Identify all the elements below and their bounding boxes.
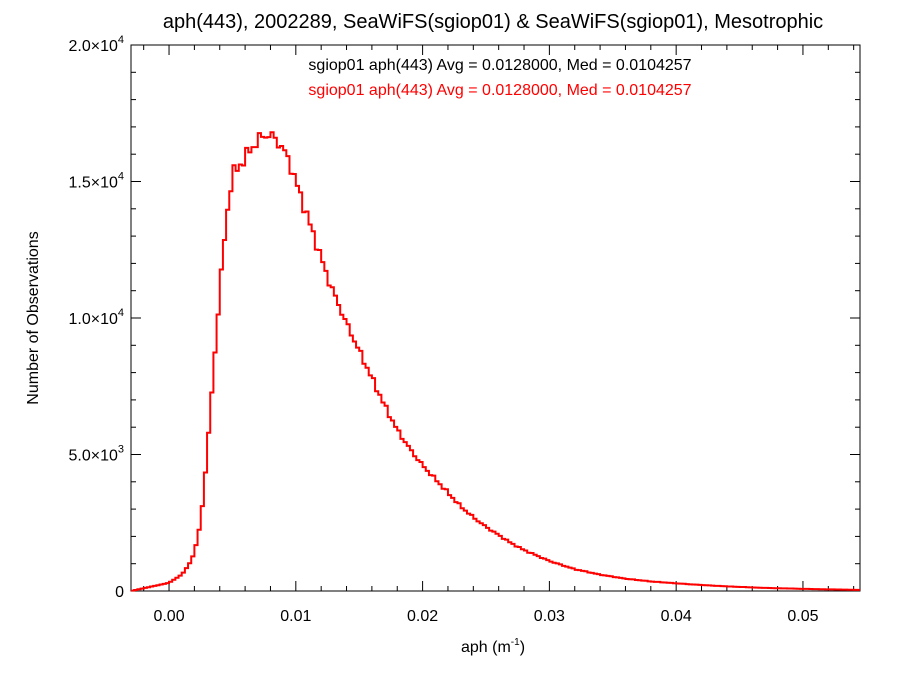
y-tick-label: 0: [115, 584, 124, 601]
x-tick-label: 0.02: [407, 608, 438, 625]
plot-frame: [130, 44, 861, 592]
y-tick-label: 1.5×104: [68, 171, 124, 192]
y-tick-label: 1.0×104: [68, 307, 124, 328]
x-tick-label: 0.00: [153, 608, 184, 625]
y-axis-label: Number of Observations: [25, 231, 42, 404]
y-tick-label: 2.0×104: [68, 34, 124, 55]
x-tick-label: 0.03: [534, 608, 565, 625]
histogram-series-line: [131, 131, 860, 592]
legend: sgiop01 aph(443) Avg = 0.0128000, Med = …: [308, 57, 691, 99]
legend-entry: sgiop01 aph(443) Avg = 0.0128000, Med = …: [308, 82, 691, 99]
x-tick-label: 0.01: [280, 608, 311, 625]
x-axis: 0.00 0.01 0.02 0.03 0.04 0.05: [143, 45, 855, 625]
y-tick-label: 5.0×103: [68, 444, 124, 465]
x-axis-label: aph (m-1): [461, 637, 525, 656]
chart-title: aph(443), 2002289, SeaWiFS(sgiop01) & Se…: [163, 11, 823, 33]
y-axis: 0 5.0×103 1.0×104 1.5×104 2.0×104: [68, 34, 860, 601]
legend-entry: sgiop01 aph(443) Avg = 0.0128000, Med = …: [308, 57, 691, 74]
x-tick-label: 0.04: [661, 608, 692, 625]
x-tick-label: 0.05: [787, 608, 818, 625]
